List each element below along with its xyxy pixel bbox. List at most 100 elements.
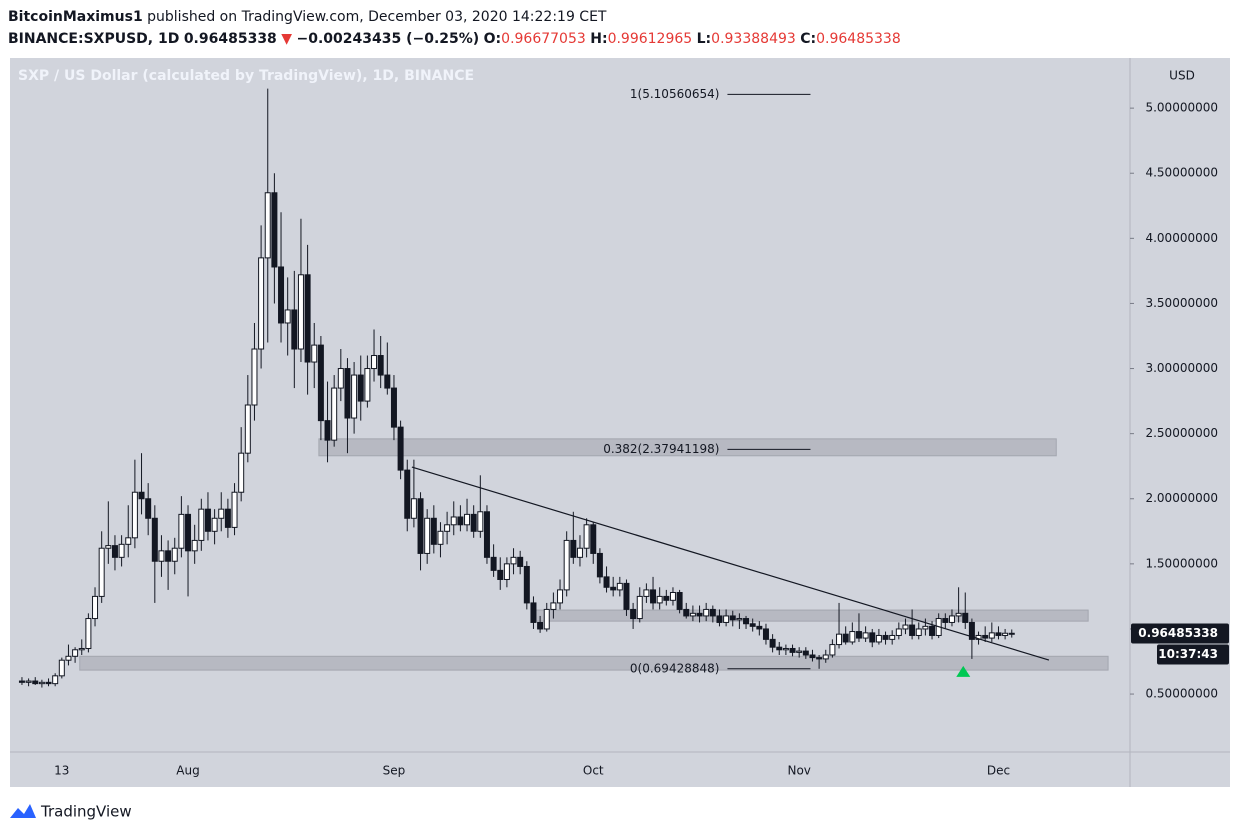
candle-body bbox=[829, 644, 836, 656]
candle-body bbox=[131, 491, 138, 539]
y-tick-label: 4.00000000 bbox=[1145, 231, 1218, 245]
candle-body bbox=[477, 511, 484, 532]
candle-body bbox=[291, 309, 298, 350]
x-tick-label: Aug bbox=[176, 764, 199, 778]
candle-body bbox=[656, 595, 663, 604]
candle-body bbox=[437, 530, 444, 545]
candle-body bbox=[377, 355, 384, 376]
candle-body bbox=[18, 680, 25, 683]
candle-body bbox=[311, 344, 318, 363]
candle-body bbox=[344, 368, 351, 419]
candle-body bbox=[736, 618, 743, 621]
candle-body bbox=[384, 374, 391, 389]
candle-body bbox=[464, 513, 471, 526]
candle-body bbox=[922, 625, 929, 630]
candle-body bbox=[105, 545, 112, 549]
candle-body bbox=[258, 257, 265, 350]
candle-body bbox=[198, 508, 205, 541]
candle-body bbox=[444, 524, 451, 532]
candle-body bbox=[703, 608, 710, 617]
y-tick-label: 5.00000000 bbox=[1145, 101, 1218, 115]
candle-body bbox=[297, 274, 304, 350]
candle-body bbox=[743, 618, 750, 625]
candle-body bbox=[25, 680, 32, 683]
candle-body bbox=[636, 595, 643, 620]
fib-label: 0.382(2.37941198) bbox=[603, 442, 719, 456]
candle-body bbox=[430, 517, 437, 545]
candle-body bbox=[968, 621, 975, 640]
candle-body bbox=[191, 539, 198, 552]
candle-body bbox=[125, 537, 132, 545]
candle-body bbox=[570, 539, 577, 558]
candle-body bbox=[32, 680, 39, 685]
candle-body bbox=[716, 615, 723, 623]
currency-label: USD bbox=[1169, 69, 1195, 83]
candle-body bbox=[417, 498, 424, 554]
candle-body bbox=[882, 634, 889, 640]
chart-title: SXP / US Dollar (calculated by TradingVi… bbox=[18, 68, 474, 84]
open: 0.96677053 bbox=[501, 31, 586, 47]
fib-label: 0(0.69428848) bbox=[630, 661, 720, 675]
candle-body bbox=[616, 582, 623, 591]
candle-body bbox=[78, 647, 85, 651]
candle-body bbox=[284, 309, 291, 324]
candle-body bbox=[138, 491, 145, 500]
candle-body bbox=[523, 565, 530, 604]
last: 0.96485338 bbox=[184, 31, 277, 47]
candle-body bbox=[530, 602, 537, 623]
zone bbox=[79, 655, 1109, 671]
candle-body bbox=[151, 517, 158, 562]
candle-body bbox=[623, 582, 630, 610]
candle-body bbox=[244, 404, 251, 454]
candle-body bbox=[895, 628, 902, 636]
candle-body bbox=[550, 602, 557, 610]
candle-body bbox=[92, 595, 99, 620]
last-price-box bbox=[1131, 623, 1229, 644]
candle-body bbox=[836, 633, 843, 646]
y-tick-label: 3.00000000 bbox=[1145, 361, 1218, 375]
candle-body bbox=[875, 634, 882, 643]
zone bbox=[531, 609, 1089, 622]
low-label: L: bbox=[697, 31, 712, 47]
header-line-2: BINANCE:SXPUSD, 1D 0.96485338 ▼ −0.00243… bbox=[8, 31, 901, 47]
candle-body bbox=[490, 556, 497, 571]
change-arrow: ▼ bbox=[281, 31, 292, 47]
candle-body bbox=[397, 426, 404, 471]
candle-body bbox=[111, 545, 118, 558]
open-label: O: bbox=[484, 31, 502, 47]
candle-body bbox=[650, 589, 657, 604]
candle-body bbox=[404, 469, 411, 519]
chart-background bbox=[10, 58, 1230, 787]
candle-body bbox=[264, 192, 271, 259]
candle-body bbox=[955, 612, 962, 617]
high-label: H: bbox=[590, 31, 607, 47]
candle-body bbox=[576, 547, 583, 558]
x-tick-label: Oct bbox=[583, 764, 604, 778]
candle-body bbox=[802, 650, 809, 656]
candle-body bbox=[185, 513, 192, 552]
candle-body bbox=[630, 608, 637, 620]
candle-body bbox=[457, 516, 464, 526]
candle-body bbox=[52, 675, 59, 685]
candle-body bbox=[543, 608, 550, 630]
candle-body bbox=[371, 355, 378, 370]
candle-body bbox=[796, 650, 803, 653]
candle-body bbox=[756, 625, 763, 630]
candle-body bbox=[85, 618, 92, 649]
candle-body bbox=[450, 516, 457, 526]
candle-body bbox=[357, 374, 364, 402]
candle-body bbox=[390, 387, 397, 428]
countdown: 10:37:43 bbox=[1158, 647, 1218, 661]
candle-body bbox=[317, 344, 324, 422]
trendline bbox=[411, 466, 1050, 661]
candle-body bbox=[337, 368, 344, 389]
author: BitcoinMaximus1 bbox=[8, 9, 143, 25]
candle-body bbox=[497, 569, 504, 580]
candle-body bbox=[178, 513, 185, 549]
candle-body bbox=[729, 615, 736, 621]
candle-body bbox=[689, 612, 696, 617]
candle-body bbox=[849, 631, 856, 643]
candle-body bbox=[663, 595, 670, 601]
candle-body bbox=[590, 524, 597, 554]
